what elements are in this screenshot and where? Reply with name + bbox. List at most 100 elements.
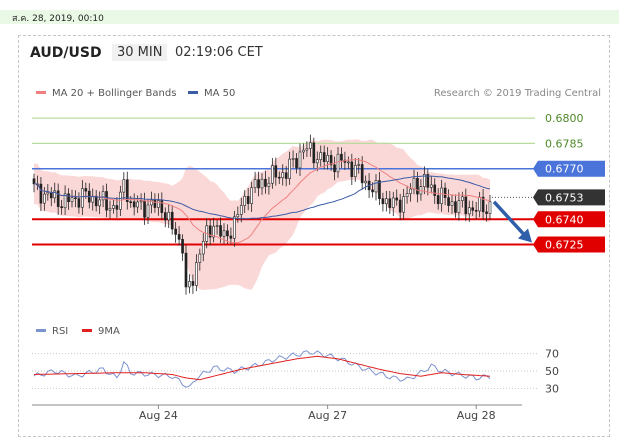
candle-body <box>353 165 357 177</box>
candle-body <box>423 174 426 187</box>
candles <box>32 134 492 295</box>
candle-body <box>443 187 447 198</box>
candle-body <box>246 196 250 204</box>
level-label: 0.6740 <box>545 213 584 226</box>
candle-body <box>426 174 430 188</box>
date-bar: ส.ค. 28, 2019, 00:10 <box>0 10 619 24</box>
candle-body <box>129 201 133 203</box>
candle-body <box>457 200 461 213</box>
candle-body <box>381 198 385 205</box>
x-tick-label: Aug 28 <box>457 409 496 422</box>
candle-body <box>271 165 274 184</box>
ma9-legend-label: 9MA <box>98 326 120 337</box>
candle-body <box>312 142 316 164</box>
candle-body <box>350 161 354 177</box>
candle-body <box>264 178 267 187</box>
candle-body <box>347 161 350 164</box>
legend: MA 20 + Bollinger Bands MA 50 Research ©… <box>36 88 601 99</box>
candle-body <box>281 172 285 179</box>
symbol-label: AUD/USD <box>30 45 102 61</box>
arrow-head <box>518 228 532 243</box>
timeframe-label[interactable]: 30 MIN <box>112 44 168 61</box>
candle-body <box>125 179 129 202</box>
candle-body <box>364 180 367 184</box>
candle-body <box>291 158 295 160</box>
candle-body <box>378 180 381 199</box>
candle-body <box>81 188 84 208</box>
level-tag <box>533 211 605 228</box>
candle-body <box>388 198 392 208</box>
level-label: 0.6770 <box>545 163 584 176</box>
candle-body <box>150 199 153 206</box>
candle-body <box>233 216 236 239</box>
candle-body <box>229 235 233 239</box>
bollinger-band-area <box>34 139 490 291</box>
candle-body <box>405 193 409 197</box>
level-label: 0.6800 <box>545 112 584 125</box>
date-text: ส.ค. 28, 2019, 00:10 <box>12 14 104 24</box>
candle-body <box>488 201 492 214</box>
candle-body <box>253 179 257 189</box>
candle-body <box>208 225 212 238</box>
candle-body <box>94 195 98 207</box>
candle-body <box>49 192 53 199</box>
rsi-tick-label: 50 <box>545 365 559 378</box>
bollinger-band <box>34 139 490 291</box>
candle-body <box>284 172 288 179</box>
candle-body <box>174 228 177 235</box>
candle-body <box>274 165 278 178</box>
candle-body <box>440 187 443 205</box>
candle-body <box>53 190 57 199</box>
current-price-tag <box>533 189 605 206</box>
candle-body <box>136 201 139 208</box>
candle-body <box>277 176 281 179</box>
candle-body <box>333 164 336 173</box>
candle-body <box>46 192 50 195</box>
rsi-legend-label: RSI <box>52 326 68 337</box>
candle-body <box>336 153 340 173</box>
candle-body <box>250 187 253 204</box>
candle-body <box>302 149 305 153</box>
x-tick-label: Aug 27 <box>308 409 347 422</box>
candle-body <box>471 207 475 211</box>
candle-body <box>416 178 419 195</box>
level-label: 0.6785 <box>545 137 584 150</box>
candle-body <box>219 225 222 237</box>
level-label: 0.6753 <box>545 191 584 204</box>
candle-body <box>60 206 63 209</box>
rsi-panel: 70 50 30 <box>32 348 559 395</box>
candle-body <box>67 193 70 203</box>
candle-body <box>267 182 271 187</box>
candle-body <box>101 191 105 201</box>
candle-body <box>222 230 226 237</box>
rsi-tick-label: 30 <box>545 382 559 395</box>
candle-body <box>105 191 108 211</box>
candle-body <box>243 196 247 206</box>
price-levels: 0.6800 0.6785 0.6770 0.6753 0.6740 0.6725 <box>32 112 605 253</box>
candle-body <box>322 152 326 162</box>
candle-body <box>478 196 481 212</box>
candle-body <box>226 230 229 237</box>
arrow-shaft <box>492 200 526 236</box>
ma50-line <box>33 175 491 220</box>
candle-body <box>108 208 112 211</box>
level-label: 0.6725 <box>545 239 584 252</box>
candle-body <box>198 253 202 263</box>
candle-body <box>56 190 60 207</box>
candle-body <box>143 200 146 218</box>
rsi-legend: RSI 9MA <box>36 326 120 337</box>
candle-body <box>395 197 399 201</box>
candle-body <box>170 211 174 230</box>
candle-body <box>132 201 136 208</box>
forecast-arrow <box>492 200 532 243</box>
candle-body <box>298 151 302 169</box>
moving-averages <box>33 158 491 244</box>
candle-body <box>188 281 191 288</box>
candle-body <box>201 241 205 255</box>
x-tick-label: Aug 24 <box>139 409 178 422</box>
candle-body <box>326 155 329 162</box>
candle-body <box>305 148 309 151</box>
candle-body <box>260 178 264 189</box>
candle-body <box>315 159 319 164</box>
